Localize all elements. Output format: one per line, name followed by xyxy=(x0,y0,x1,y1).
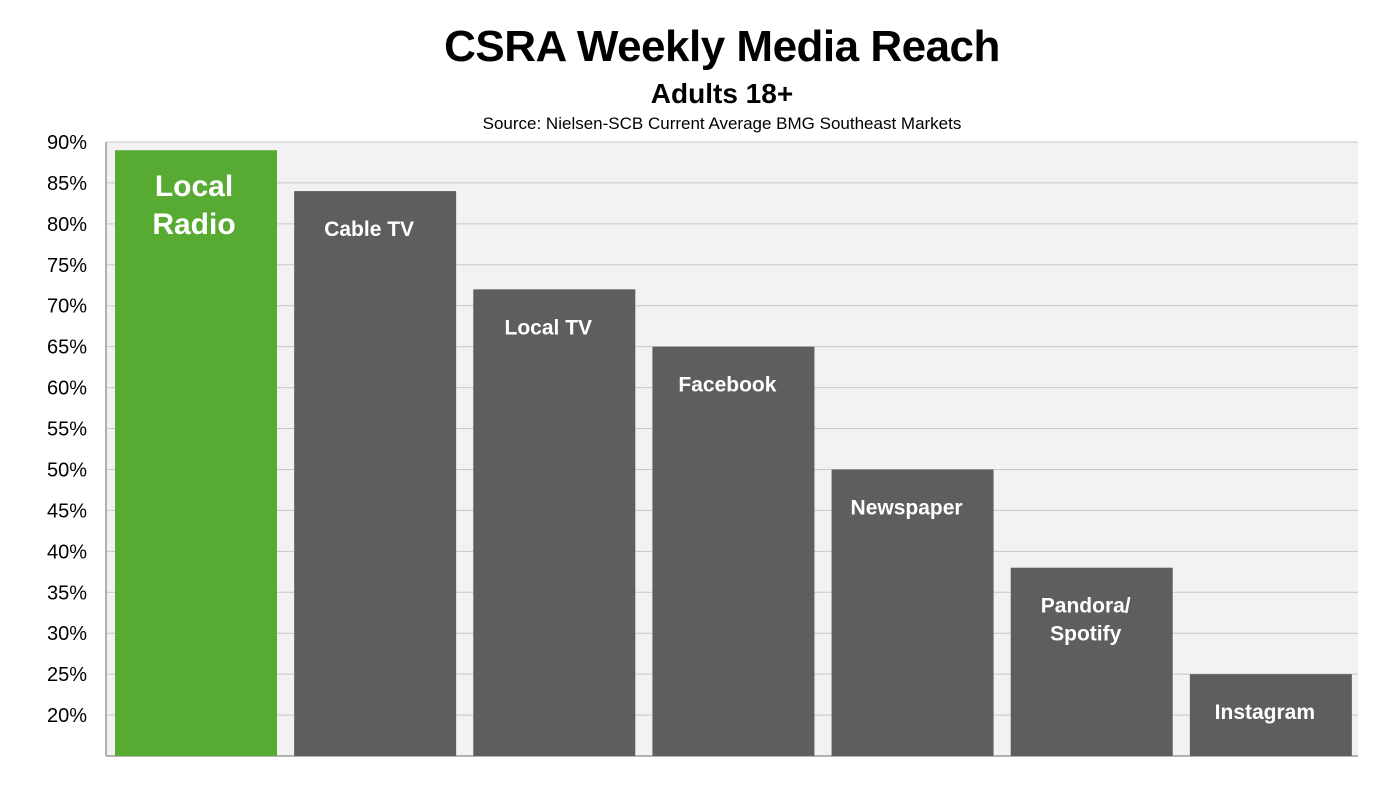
y-tick-label: 50% xyxy=(47,459,87,481)
y-tick-label: 35% xyxy=(47,582,87,604)
bar-label: Pandora/ xyxy=(1041,595,1131,618)
bar-label: Local TV xyxy=(505,316,593,339)
chart-subtitle: Adults 18+ xyxy=(650,78,794,109)
bar xyxy=(1010,567,1173,756)
y-tick-label: 65% xyxy=(47,337,87,359)
bar-label: Cable TV xyxy=(324,218,414,241)
y-tick-label: 60% xyxy=(47,378,87,400)
bar-label: Spotify xyxy=(1050,623,1121,646)
bar xyxy=(473,289,636,756)
y-tick-label: 20% xyxy=(47,705,87,727)
y-tick-label: 70% xyxy=(47,296,87,318)
y-tick-label: 85% xyxy=(47,173,87,195)
y-tick-label: 55% xyxy=(47,419,87,441)
bar xyxy=(294,191,457,756)
bar xyxy=(652,346,815,756)
bar-label: Instagram xyxy=(1215,701,1315,724)
chart-source-note: Source: Nielsen-SCB Current Average BMG … xyxy=(482,114,962,133)
y-tick-label: 90% xyxy=(47,132,87,154)
bar-label: Facebook xyxy=(678,374,776,397)
bar xyxy=(115,150,277,757)
bar-label: Newspaper xyxy=(851,496,963,519)
y-tick-label: 25% xyxy=(47,664,87,686)
bar xyxy=(831,469,994,756)
bar-label: Radio xyxy=(152,208,235,241)
chart-title: CSRA Weekly Media Reach xyxy=(444,22,1000,71)
y-tick-label: 45% xyxy=(47,500,87,522)
y-tick-label: 75% xyxy=(47,255,87,277)
bar xyxy=(1189,674,1352,756)
y-tick-label: 40% xyxy=(47,541,87,563)
y-tick-label: 30% xyxy=(47,623,87,645)
y-tick-label: 80% xyxy=(47,214,87,236)
bar-label: Local xyxy=(155,170,233,203)
